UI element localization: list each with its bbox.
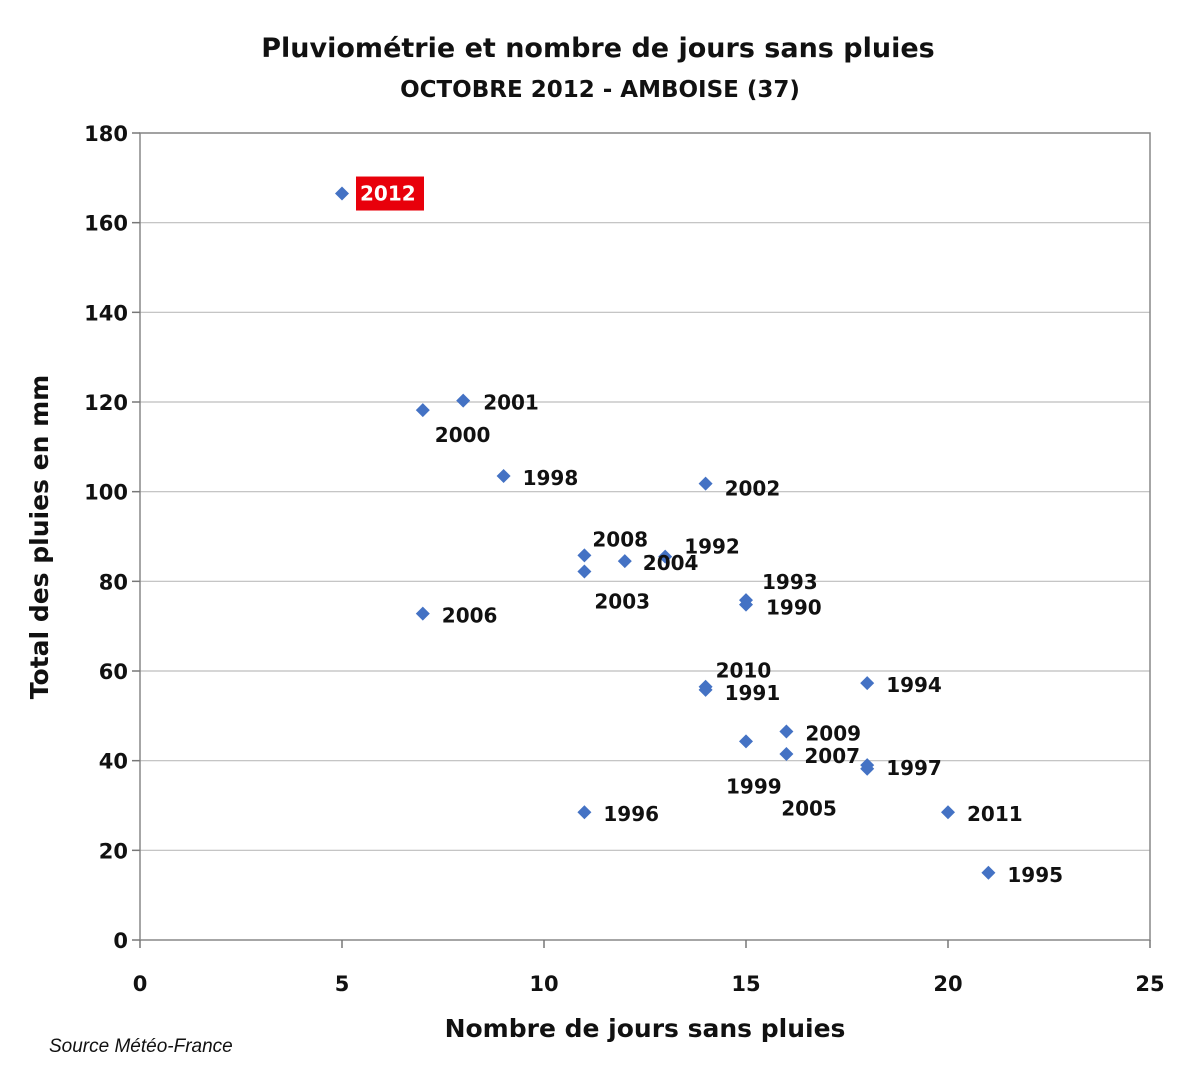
data-label-1999: 1999	[726, 774, 782, 798]
data-point-1994	[860, 676, 875, 691]
data-point-2011	[941, 805, 955, 820]
data-label-1992: 1992	[684, 535, 740, 559]
data-point-2001	[456, 393, 471, 408]
data-label-2009: 2009	[805, 722, 861, 746]
y-axis-label: Total des pluies en mm	[25, 375, 54, 699]
data-point-2006	[415, 606, 430, 621]
x-tick-label: 0	[133, 972, 148, 996]
data-point-1991	[698, 682, 713, 697]
data-point-1996	[577, 805, 592, 820]
y-tick-label: 160	[84, 212, 128, 236]
plot-area	[139, 132, 1151, 941]
x-tick-label: 20	[933, 972, 962, 996]
y-tick-label: 100	[84, 481, 128, 505]
y-tick-label: 180	[84, 122, 128, 146]
y-tick-label: 0	[113, 929, 128, 953]
data-point-1999	[739, 734, 753, 749]
data-point-2005	[860, 761, 875, 776]
data-point-2012	[335, 186, 349, 201]
y-tick-label: 40	[99, 750, 128, 774]
data-label-2006: 2006	[442, 604, 498, 628]
highlight-label-background	[356, 176, 424, 211]
data-point-2000	[415, 403, 430, 418]
x-tick-label: 15	[731, 972, 760, 996]
data-point-2008	[577, 548, 592, 563]
data-label-1997: 1997	[886, 756, 942, 780]
y-tick-label: 80	[99, 570, 128, 594]
x-tick-label: 5	[335, 972, 350, 996]
x-tick-label: 10	[529, 972, 558, 996]
data-label-1998: 1998	[523, 466, 579, 490]
data-label-1993: 1993	[762, 570, 818, 594]
data-label-1995: 1995	[1007, 863, 1063, 887]
source-note: Source Météo-France	[49, 1036, 233, 1057]
data-label-1994: 1994	[886, 673, 942, 697]
data-label-2004: 2004	[643, 551, 699, 575]
data-label-2012: 2012	[360, 182, 416, 206]
data-label-2002: 2002	[725, 477, 781, 501]
data-point-2004	[617, 554, 632, 569]
data-label-1996: 1996	[603, 802, 659, 826]
chart-title: Pluviométrie et nombre de jours sans plu…	[261, 33, 934, 64]
data-point-2002	[698, 476, 713, 491]
y-tick-label: 140	[84, 301, 128, 325]
data-label-2011: 2011	[967, 802, 1023, 826]
y-axis: 0 20 40 60 80 100 120 140 160 180	[84, 122, 140, 953]
x-axis: 0 5 10 15 20 25	[133, 940, 1165, 996]
data-point-2003	[577, 564, 592, 579]
data-label-2005: 2005	[781, 797, 837, 821]
x-tick-label: 25	[1135, 972, 1164, 996]
data-label-2001: 2001	[483, 391, 539, 415]
y-tick-label: 120	[84, 391, 128, 415]
chart-subtitle: OCTOBRE 2012 - AMBOISE (37)	[400, 77, 800, 103]
data-label-1990: 1990	[766, 596, 822, 620]
x-axis-label: Nombre de jours sans pluies	[445, 1014, 846, 1043]
data-point-2009	[779, 724, 794, 739]
y-tick-label: 20	[99, 839, 128, 863]
data-label-2010: 2010	[716, 659, 772, 683]
data-label-2008: 2008	[592, 527, 648, 551]
data-point-1990	[739, 597, 753, 612]
data-label-1991: 1991	[725, 681, 781, 705]
data-point-1992	[658, 549, 673, 564]
data-point-2007	[779, 746, 794, 761]
data-label-2003: 2003	[594, 589, 650, 613]
data-point-1995	[981, 865, 996, 880]
data-point-1998	[496, 468, 511, 483]
y-tick-label: 60	[99, 660, 128, 684]
data-label-2000: 2000	[435, 423, 491, 447]
data-label-2007: 2007	[804, 744, 860, 768]
gridlines	[140, 132, 1150, 851]
